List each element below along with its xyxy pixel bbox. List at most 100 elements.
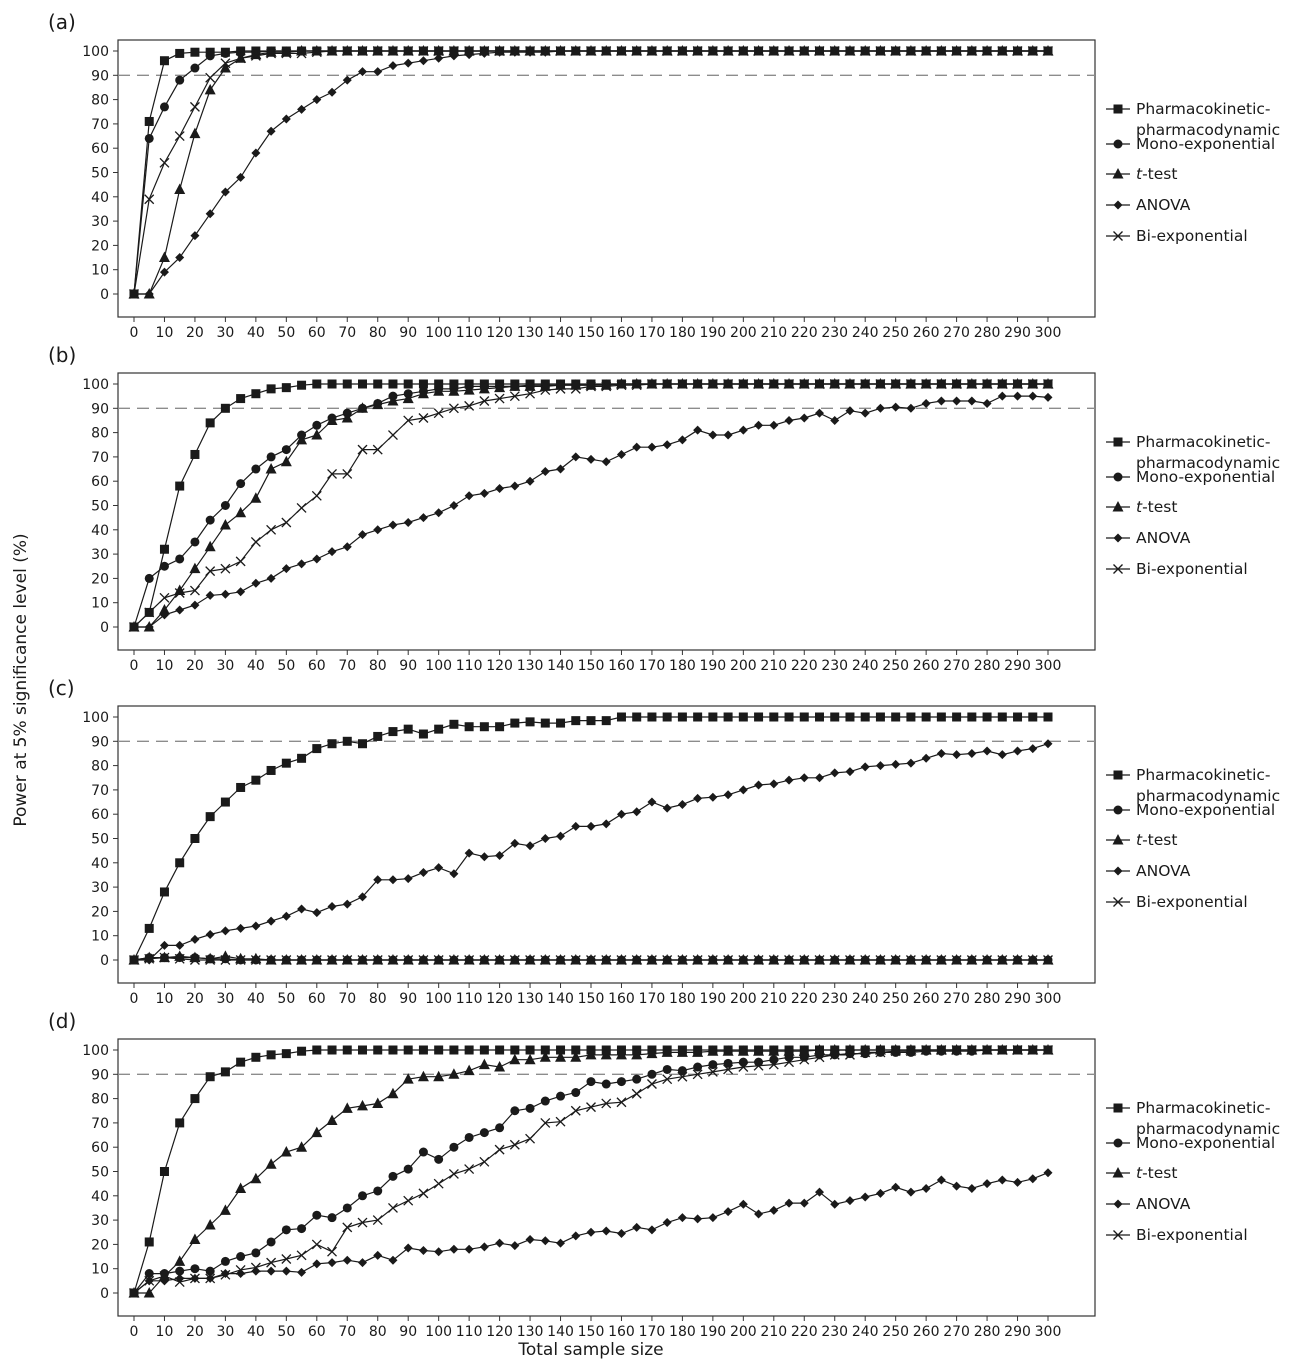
- x-tick-label: 20: [186, 1324, 204, 1340]
- data-point-square: [708, 712, 718, 722]
- data-point-x: [707, 955, 718, 965]
- y-tick-label: 50: [91, 832, 109, 848]
- data-point-diamond: [1043, 392, 1053, 402]
- data-point-x: [829, 46, 840, 56]
- y-tick-label: 50: [91, 166, 109, 182]
- data-point-square: [236, 394, 246, 404]
- data-point-diamond: [723, 430, 733, 440]
- data-point-circle: [175, 1266, 185, 1276]
- data-point-circle: [190, 1264, 200, 1274]
- x-tick-label: 170: [639, 1324, 666, 1340]
- x-tick-label: 180: [669, 991, 696, 1007]
- data-point-diamond: [373, 525, 383, 535]
- data-point-diamond: [982, 746, 992, 756]
- x-tick-label: 290: [1004, 658, 1031, 674]
- x-tick-label: 150: [578, 1324, 605, 1340]
- data-point-x: [982, 46, 993, 56]
- panel-label: (b): [48, 343, 76, 367]
- legend: Pharmacokinetic-pharmacodynamicMono-expo…: [1106, 766, 1280, 911]
- data-point-square: [418, 379, 428, 389]
- x-tick-label: 130: [517, 658, 544, 674]
- data-point-diamond: [906, 758, 916, 768]
- data-point-diamond: [1028, 1174, 1038, 1184]
- data-point-x: [601, 1098, 612, 1109]
- data-point-x: [494, 1144, 505, 1155]
- data-point-square: [601, 716, 611, 726]
- data-point-x: [905, 379, 916, 389]
- y-tick-label: 20: [91, 1237, 109, 1253]
- data-point-x: [875, 379, 886, 389]
- data-point-square: [875, 712, 885, 722]
- data-point-diamond: [342, 75, 352, 85]
- data-point-x: [250, 1262, 261, 1273]
- data-point-diamond: [510, 481, 520, 491]
- data-point-diamond: [434, 53, 444, 63]
- data-point-x: [845, 1049, 855, 1060]
- data-point-diamond: [190, 231, 200, 241]
- data-point-x: [723, 46, 734, 56]
- data-point-x: [464, 46, 475, 56]
- x-tick-label: 40: [247, 325, 265, 341]
- data-point-square: [220, 1067, 230, 1077]
- x-tick-label: 110: [456, 658, 483, 674]
- series-line: [134, 1049, 1048, 1294]
- y-tick-label: 30: [91, 880, 109, 896]
- x-tick-label: 10: [156, 991, 174, 1007]
- data-point-diamond: [281, 911, 291, 921]
- data-point-x: [829, 1049, 840, 1060]
- data-point-circle: [205, 515, 215, 525]
- data-point-diamond: [403, 874, 413, 884]
- data-point-x: [723, 1064, 734, 1075]
- x-tick-label: 180: [669, 658, 696, 674]
- data-point-x: [845, 379, 855, 389]
- data-point-square: [297, 753, 307, 763]
- data-point-triangle: [494, 1061, 506, 1072]
- data-point-x: [662, 46, 673, 56]
- data-point-x: [357, 46, 368, 56]
- data-point-square: [1028, 712, 1038, 722]
- data-point-circle: [175, 75, 185, 85]
- data-point-diamond: [190, 934, 200, 944]
- data-point-x: [601, 955, 612, 965]
- data-point-x: [220, 1269, 231, 1280]
- x-tick-label: 280: [974, 991, 1001, 1007]
- y-tick-label: 60: [91, 141, 109, 157]
- data-point-triangle: [311, 1126, 323, 1138]
- legend-entry-pkpd: Pharmacokinetic-pharmacodynamic: [1106, 433, 1280, 472]
- data-point-x: [1043, 46, 1053, 56]
- data-point-diamond: [1043, 739, 1053, 749]
- series-line: [134, 383, 1048, 628]
- data-point-diamond: [708, 430, 718, 440]
- x-tick-label: 0: [130, 991, 139, 1007]
- y-tick-label: 0: [100, 620, 109, 636]
- legend-entry-ttest: t-test: [1106, 831, 1177, 849]
- data-point-square: [236, 1057, 246, 1067]
- data-point-circle: [601, 1079, 611, 1089]
- data-point-triangle: [737, 1045, 749, 1056]
- data-point-triangle: [615, 1048, 627, 1060]
- data-point-x: [525, 46, 536, 56]
- data-point-x: [738, 46, 749, 56]
- x-tick-label: 40: [247, 991, 265, 1007]
- data-point-x: [860, 955, 871, 965]
- data-point-x: [327, 1246, 337, 1257]
- data-point-square: [327, 379, 337, 389]
- data-point-square: [236, 782, 246, 792]
- data-point-x: [372, 1215, 383, 1226]
- data-point-square: [190, 834, 200, 843]
- data-point-x: [296, 502, 307, 513]
- data-point-circle: [236, 1252, 246, 1262]
- series-line: [133, 383, 1048, 628]
- data-point-square: [830, 712, 840, 722]
- legend-marker-diamond: [1113, 533, 1123, 543]
- data-point-square: [510, 718, 520, 728]
- data-point-square: [540, 1045, 550, 1055]
- data-point-square: [175, 858, 185, 868]
- data-point-circle: [266, 452, 276, 462]
- x-tick-label: 50: [277, 325, 295, 341]
- y-tick-label: 90: [91, 734, 109, 750]
- x-tick-label: 290: [1004, 1324, 1031, 1340]
- series-anova: [129, 391, 1053, 632]
- data-point-circle: [540, 1096, 550, 1106]
- data-point-circle: [388, 1171, 398, 1181]
